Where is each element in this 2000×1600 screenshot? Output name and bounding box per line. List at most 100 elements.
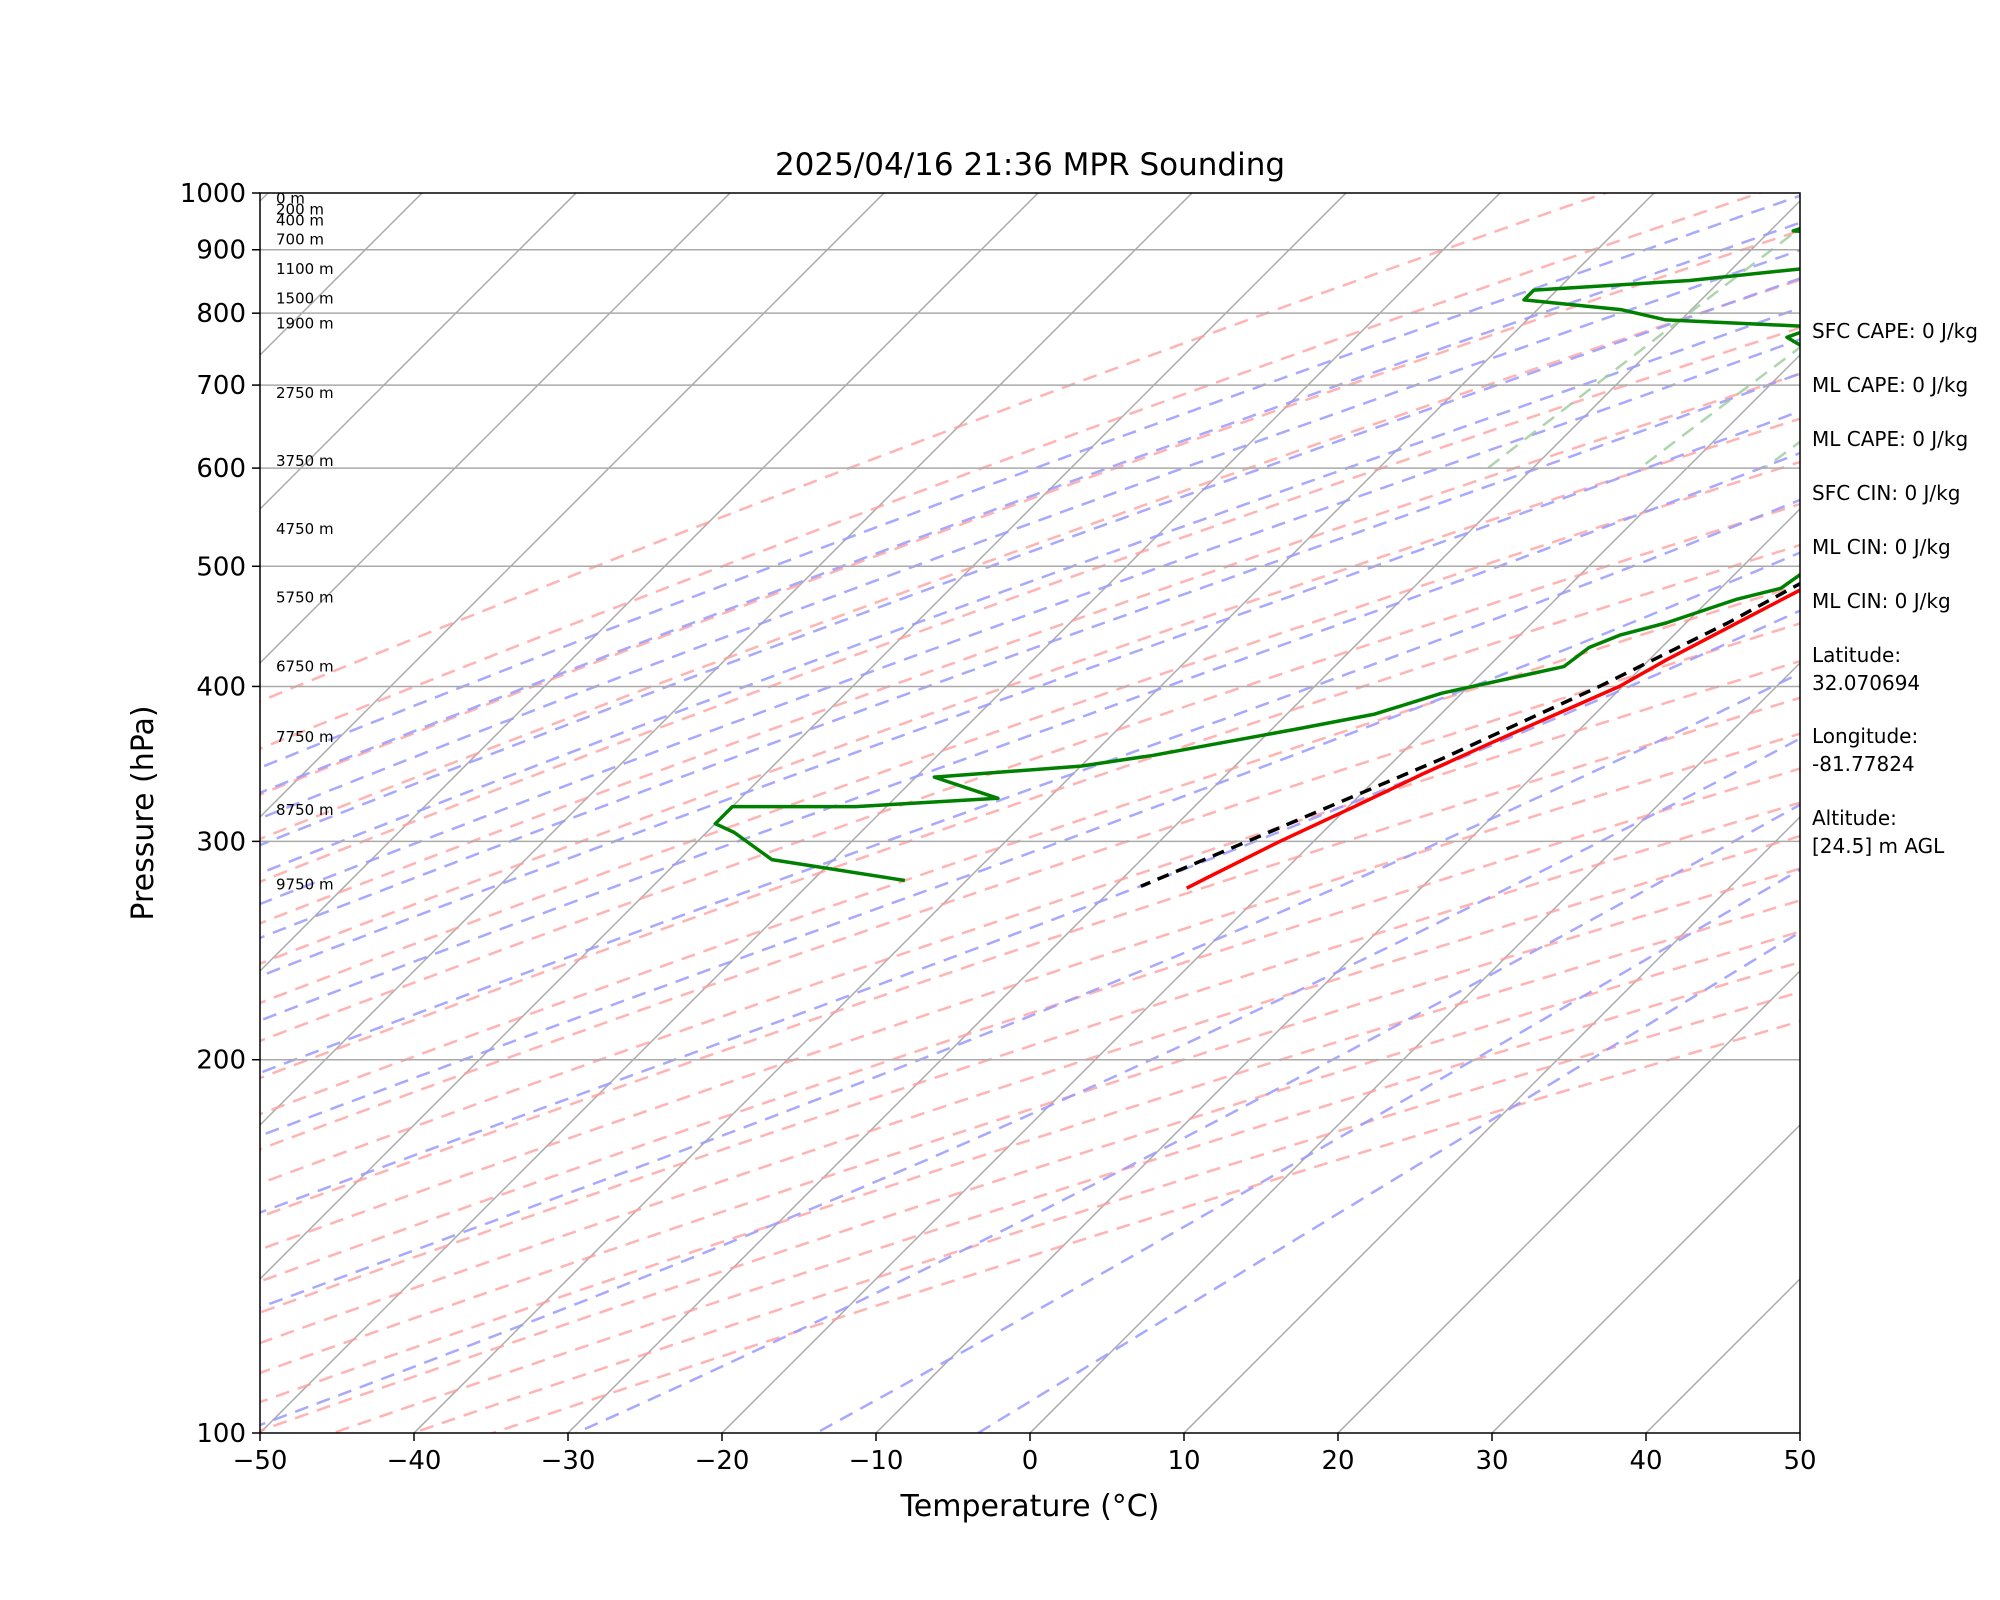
pressure-gridlines (260, 248, 1800, 1061)
x-tick-label: −20 (695, 1446, 750, 1476)
x-tick-label: 30 (1475, 1446, 1508, 1476)
isotherm-line (1028, 661, 1800, 1433)
dry-adiabat-line (260, 229, 1800, 796)
temperature-line (1185, 588, 1800, 890)
y-tick-label: 1000 (180, 179, 246, 209)
side-panel-line: ML CAPE: 0 J/kg (1812, 373, 1968, 397)
isotherm-line (260, 193, 886, 819)
height-label: 0 m (276, 189, 305, 207)
height-label: 1500 m (276, 290, 334, 308)
side-panel-line: Altitude: (1812, 806, 1897, 830)
moist-adiabat-line (575, 803, 1800, 1433)
height-label: 700 m (276, 231, 324, 249)
x-tick-label: 50 (1783, 1446, 1816, 1476)
y-tick-label: 900 (196, 236, 246, 266)
dry-adiabat-line (260, 930, 1800, 1433)
dry-adiabat-line (260, 834, 1800, 1345)
x-tick-label: 10 (1167, 1446, 1200, 1476)
y-axis-title: Pressure (hPa) (126, 705, 161, 920)
height-labels: 9750 m 8750 m 7750 m 6750 m 5750 m 4750 m 3750… (276, 189, 334, 893)
moist-adiabat-line (977, 930, 1800, 1433)
isotherm-line (874, 507, 1800, 1433)
moist-adiabat-line (260, 409, 1800, 978)
isotherm-line (260, 193, 732, 665)
isotherm-line (720, 353, 1800, 1433)
moist-adiabat-line (260, 551, 1800, 1138)
height-label: 3750 m (276, 452, 334, 470)
x-tick-label: −30 (541, 1446, 596, 1476)
isotherm-line (260, 193, 1040, 973)
moist-adiabat-line (260, 609, 1800, 1214)
y-tick-label: 700 (196, 371, 246, 401)
y-axis: 100 200 300 400 500 600 700 800 900 1000 (180, 179, 260, 1449)
height-label: 400 m (276, 212, 324, 230)
height-label: 1900 m (276, 314, 334, 332)
x-tick-label: −40 (387, 1446, 442, 1476)
dry-adiabat-line (260, 417, 1800, 966)
isotherm-line (260, 193, 1194, 1127)
side-panel-line: -81.77824 (1812, 752, 1915, 776)
side-panel-line: ML CAPE: 0 J/kg (1812, 427, 1968, 451)
height-label: 2750 m (276, 384, 334, 402)
height-label: 1100 m (276, 260, 334, 278)
side-panel: SFC CAPE: 0 J/kg ML CAPE: 0 J/kg ML CAPE: … (1812, 319, 1978, 858)
side-panel-line: Longitude: (1812, 724, 1918, 748)
dry-adiabat-line (260, 732, 1800, 1251)
dry-adiabat-line (260, 622, 1800, 1151)
dry-adiabat-line (260, 193, 1610, 703)
isotherm-line (0, 167, 140, 1490)
side-panel-line: SFC CAPE: 0 J/kg (1812, 319, 1978, 343)
plot-frame (259, 192, 1801, 1434)
side-panel-line: 32.070694 (1812, 671, 1920, 695)
moist-adiabat-line (260, 277, 1800, 847)
moist-adiabat-line (260, 221, 1800, 795)
y-tick-label: 600 (196, 454, 246, 484)
isotherm-line (1897, 167, 2000, 1490)
x-axis-title: Temperature (°C) (900, 1489, 1160, 1524)
isotherm-line (1490, 1123, 1800, 1433)
y-tick-label: 400 (196, 672, 246, 702)
x-tick-label: −10 (849, 1446, 904, 1476)
dry-adiabat-line (260, 502, 1800, 1043)
moist-adiabat-line (815, 868, 1800, 1433)
side-panel-line: ML CIN: 0 J/kg (1812, 535, 1951, 559)
isotherm-line (1182, 815, 1800, 1433)
x-tick-label: 40 (1629, 1446, 1662, 1476)
chart-title: 2025/04/16 21:36 MPR Sounding (775, 147, 1285, 183)
dry-adiabat-line (260, 460, 1800, 1005)
x-tick-label: 20 (1321, 1446, 1354, 1476)
x-tick-label: −50 (233, 1446, 288, 1476)
dry-adiabat-line (260, 193, 1764, 751)
isotherm-line (260, 193, 1348, 1281)
isotherm-line (412, 193, 1656, 1433)
height-label: 4750 m (276, 520, 334, 538)
moist-adiabat-line (260, 671, 1800, 1309)
y-tick-label: 200 (196, 1046, 246, 1076)
height-label: 9750 m (276, 875, 334, 893)
y-tick-label: 300 (196, 827, 246, 857)
y-tick-label: 100 (196, 1419, 246, 1449)
moist-adiabat-line (260, 737, 1800, 1427)
dry-adiabat-line (260, 659, 1800, 1185)
background-lines (0, 167, 2000, 1490)
side-panel-line: ML CIN: 0 J/kg (1812, 589, 1951, 613)
moist-adiabat-line (260, 338, 1800, 906)
dry-adiabat-line (260, 899, 1800, 1404)
moist-adiabat-line (260, 372, 1800, 940)
isotherm-line (1336, 969, 1800, 1433)
isotherm-line (1644, 1277, 1800, 1433)
dewpoint-line (713, 226, 1800, 883)
x-tick-label: 0 (1022, 1446, 1039, 1476)
moist-adiabat-line (260, 306, 1800, 875)
side-panel-line: SFC CIN: 0 J/kg (1812, 481, 1960, 505)
side-panel-line: [24.5] m AGL (1812, 834, 1945, 858)
y-tick-label: 800 (196, 299, 246, 329)
moist-adiabat-line (260, 248, 1800, 820)
x-axis: −50 −40 −30 −20 −10 0 10 20 30 40 50 (233, 1433, 1817, 1476)
height-label: 7750 m (276, 728, 334, 746)
moist-adiabat-line (260, 194, 1800, 770)
height-label: 8750 m (276, 801, 334, 819)
height-label: 6750 m (276, 658, 334, 676)
side-panel-line: Latitude: (1812, 643, 1901, 667)
